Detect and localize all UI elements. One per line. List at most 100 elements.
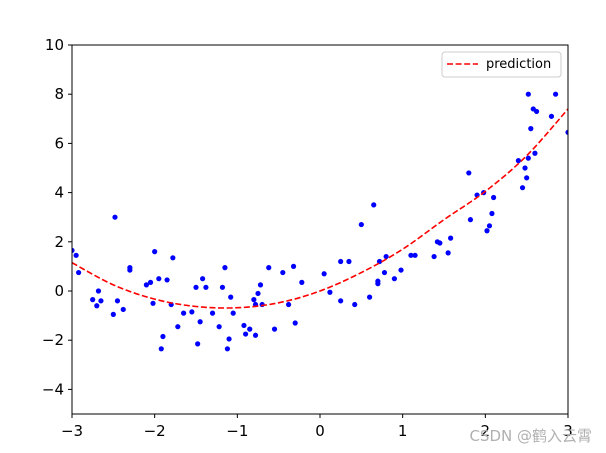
legend: prediction: [441, 51, 562, 78]
scatter-point: [152, 249, 158, 255]
scatter-point: [565, 129, 568, 135]
scatter-point: [484, 228, 490, 234]
scatter-point: [228, 294, 234, 300]
scatter-point: [358, 221, 364, 228]
scatter-point: [94, 303, 100, 309]
scatter-point: [408, 252, 414, 258]
scatter-point: [548, 113, 555, 119]
scatter-point: [280, 269, 286, 276]
x-tick-label: 1: [398, 422, 408, 440]
scatter-point: [181, 310, 187, 316]
scatter-point: [398, 267, 404, 273]
scatter-point: [266, 265, 272, 271]
scatter-point: [431, 253, 437, 260]
scatter-point: [90, 297, 96, 303]
scatter-point: [95, 288, 102, 294]
scatter-point: [98, 298, 104, 304]
scatter-point: [224, 346, 231, 352]
scatter-point: [327, 289, 333, 295]
scatter-point: [197, 319, 203, 325]
y-tick-label: 6: [54, 134, 64, 152]
scatter-point: [352, 301, 358, 308]
scatter-point: [156, 276, 162, 282]
scatter-point: [193, 284, 199, 290]
scatter-point: [170, 255, 176, 261]
scatter-point: [381, 269, 388, 276]
scatter-point: [528, 126, 534, 132]
scatter-point: [524, 175, 530, 181]
y-tick-label: 0: [54, 282, 64, 300]
scatter-point: [467, 217, 474, 223]
y-tick-label: 4: [54, 184, 64, 202]
scatter-point: [127, 265, 133, 271]
scatter-point: [251, 297, 257, 303]
scatter-point: [532, 150, 538, 156]
scatter-point: [241, 322, 247, 329]
x-tick-label: 3: [563, 422, 573, 440]
scatter-point: [112, 214, 118, 220]
scatter-point: [522, 165, 528, 171]
scatter-point: [72, 247, 75, 254]
plot-frame: [71, 44, 569, 415]
scatter-point: [383, 253, 389, 260]
scatter-point: [375, 281, 381, 287]
scatter-point: [290, 263, 297, 269]
y-axis: −4 −2 0 2 4 6 8 10: [42, 36, 72, 398]
prediction-line: [72, 108, 568, 309]
scatter-point: [203, 284, 209, 290]
x-tick-label: 2: [481, 422, 491, 440]
scatter-point: [391, 276, 397, 282]
scatter-point: [412, 252, 418, 258]
scatter-point: [533, 108, 540, 115]
scatter-point: [226, 336, 232, 342]
watermark: CSDN @鹤入云霄: [469, 427, 592, 445]
x-axis: −3 −2 −1 0 1 2 3: [61, 414, 573, 440]
scatter-point: [147, 279, 154, 285]
scatter-point: [525, 155, 531, 161]
x-tick-label: −1: [226, 422, 248, 440]
scatter-point: [515, 158, 522, 164]
scatter-point: [216, 324, 222, 330]
scatter-point: [195, 341, 201, 347]
scatter-point: [292, 320, 298, 326]
scatter-point: [200, 276, 206, 282]
scatter-points: [72, 91, 568, 352]
legend-box: [441, 51, 562, 78]
scatter-point: [110, 311, 116, 317]
y-tick-label: −2: [42, 331, 64, 349]
scatter-point: [143, 282, 149, 288]
scatter-point: [525, 91, 531, 97]
scatter-point: [73, 252, 79, 258]
scatter-point: [346, 258, 352, 265]
y-tick-label: −4: [42, 380, 64, 398]
scatter-point: [367, 294, 373, 300]
prediction-line-layer: [72, 108, 568, 309]
scatter-point: [371, 202, 377, 208]
scatter-point: [219, 284, 226, 290]
scatter-point: [437, 240, 443, 246]
scatter-point: [189, 309, 195, 315]
y-tick-label: 10: [45, 36, 64, 54]
scatter-point: [158, 346, 164, 352]
scatter-point: [255, 290, 261, 297]
x-tick-label: −3: [61, 422, 83, 440]
scatter-point: [209, 310, 216, 316]
scatter-point: [271, 326, 278, 332]
scatter-point: [466, 170, 472, 176]
scatter-point: [519, 185, 526, 191]
scatter-point: [338, 298, 344, 304]
scatter-point: [175, 324, 181, 330]
scatter-point: [243, 331, 249, 337]
scatter-point: [252, 332, 259, 338]
y-tick-label: 2: [54, 233, 64, 251]
scatter-point: [222, 265, 228, 271]
scatter-point: [160, 333, 166, 340]
scatter-point: [491, 194, 497, 201]
scatter-point: [486, 223, 493, 229]
y-tick-label: 8: [54, 85, 64, 103]
scatter-point: [114, 298, 121, 304]
scatter-point: [257, 282, 264, 288]
scatter-point: [445, 250, 451, 256]
scatter-point: [299, 279, 305, 285]
